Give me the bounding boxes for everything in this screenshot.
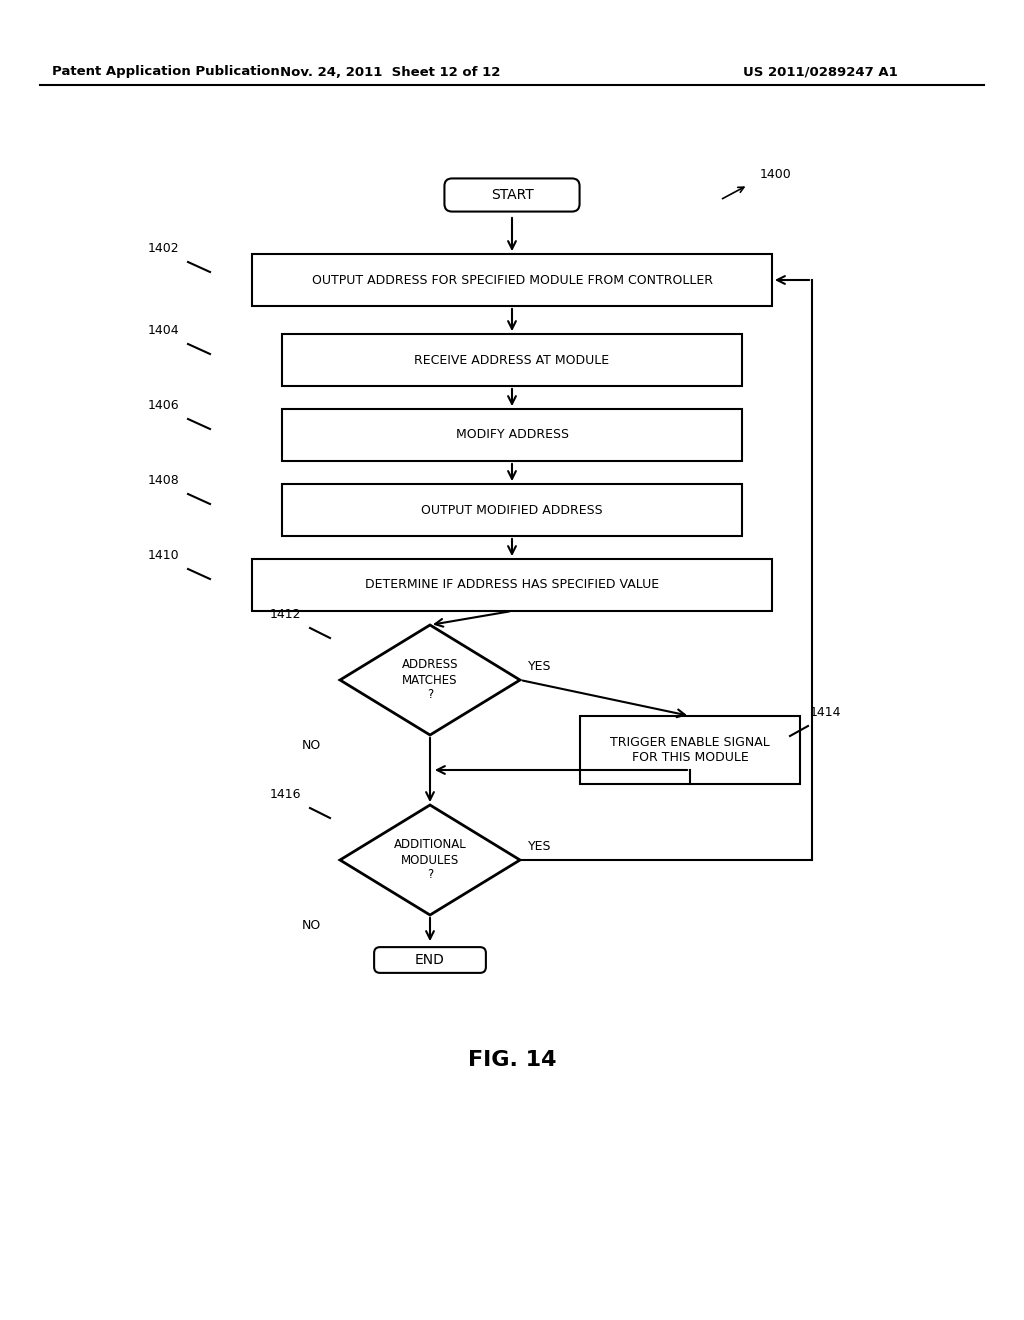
- Polygon shape: [340, 805, 520, 915]
- Text: 1404: 1404: [148, 323, 179, 337]
- Text: OUTPUT MODIFIED ADDRESS: OUTPUT MODIFIED ADDRESS: [421, 503, 603, 516]
- Text: ADDRESS
MATCHES
?: ADDRESS MATCHES ?: [401, 659, 459, 701]
- Text: OUTPUT ADDRESS FOR SPECIFIED MODULE FROM CONTROLLER: OUTPUT ADDRESS FOR SPECIFIED MODULE FROM…: [311, 273, 713, 286]
- Bar: [580, 715, 800, 784]
- Text: Nov. 24, 2011  Sheet 12 of 12: Nov. 24, 2011 Sheet 12 of 12: [280, 66, 500, 78]
- Text: ADDITIONAL
MODULES
?: ADDITIONAL MODULES ?: [393, 838, 466, 882]
- Text: US 2011/0289247 A1: US 2011/0289247 A1: [742, 66, 897, 78]
- Text: 1406: 1406: [148, 399, 179, 412]
- Text: TRIGGER ENABLE SIGNAL
FOR THIS MODULE: TRIGGER ENABLE SIGNAL FOR THIS MODULE: [610, 737, 770, 764]
- Text: NO: NO: [302, 739, 322, 752]
- Text: START: START: [490, 187, 534, 202]
- Text: 1410: 1410: [148, 549, 179, 562]
- Text: RECEIVE ADDRESS AT MODULE: RECEIVE ADDRESS AT MODULE: [415, 354, 609, 367]
- Bar: [252, 558, 772, 611]
- Bar: [252, 253, 772, 306]
- FancyBboxPatch shape: [444, 178, 580, 211]
- Text: 1400: 1400: [760, 168, 792, 181]
- Text: 1402: 1402: [148, 242, 179, 255]
- Text: FIG. 14: FIG. 14: [468, 1049, 556, 1071]
- Text: MODIFY ADDRESS: MODIFY ADDRESS: [456, 429, 568, 441]
- Text: 1414: 1414: [810, 706, 842, 719]
- Bar: [282, 484, 742, 536]
- Bar: [282, 334, 742, 385]
- Text: END: END: [415, 953, 445, 968]
- Text: YES: YES: [528, 840, 552, 853]
- Text: Patent Application Publication: Patent Application Publication: [52, 66, 280, 78]
- Text: YES: YES: [528, 660, 552, 673]
- FancyBboxPatch shape: [374, 948, 485, 973]
- Bar: [282, 409, 742, 461]
- Text: DETERMINE IF ADDRESS HAS SPECIFIED VALUE: DETERMINE IF ADDRESS HAS SPECIFIED VALUE: [365, 578, 659, 591]
- Text: 1416: 1416: [270, 788, 301, 801]
- Text: 1412: 1412: [270, 609, 301, 620]
- Text: NO: NO: [302, 919, 322, 932]
- Text: 1408: 1408: [148, 474, 180, 487]
- Polygon shape: [340, 624, 520, 735]
